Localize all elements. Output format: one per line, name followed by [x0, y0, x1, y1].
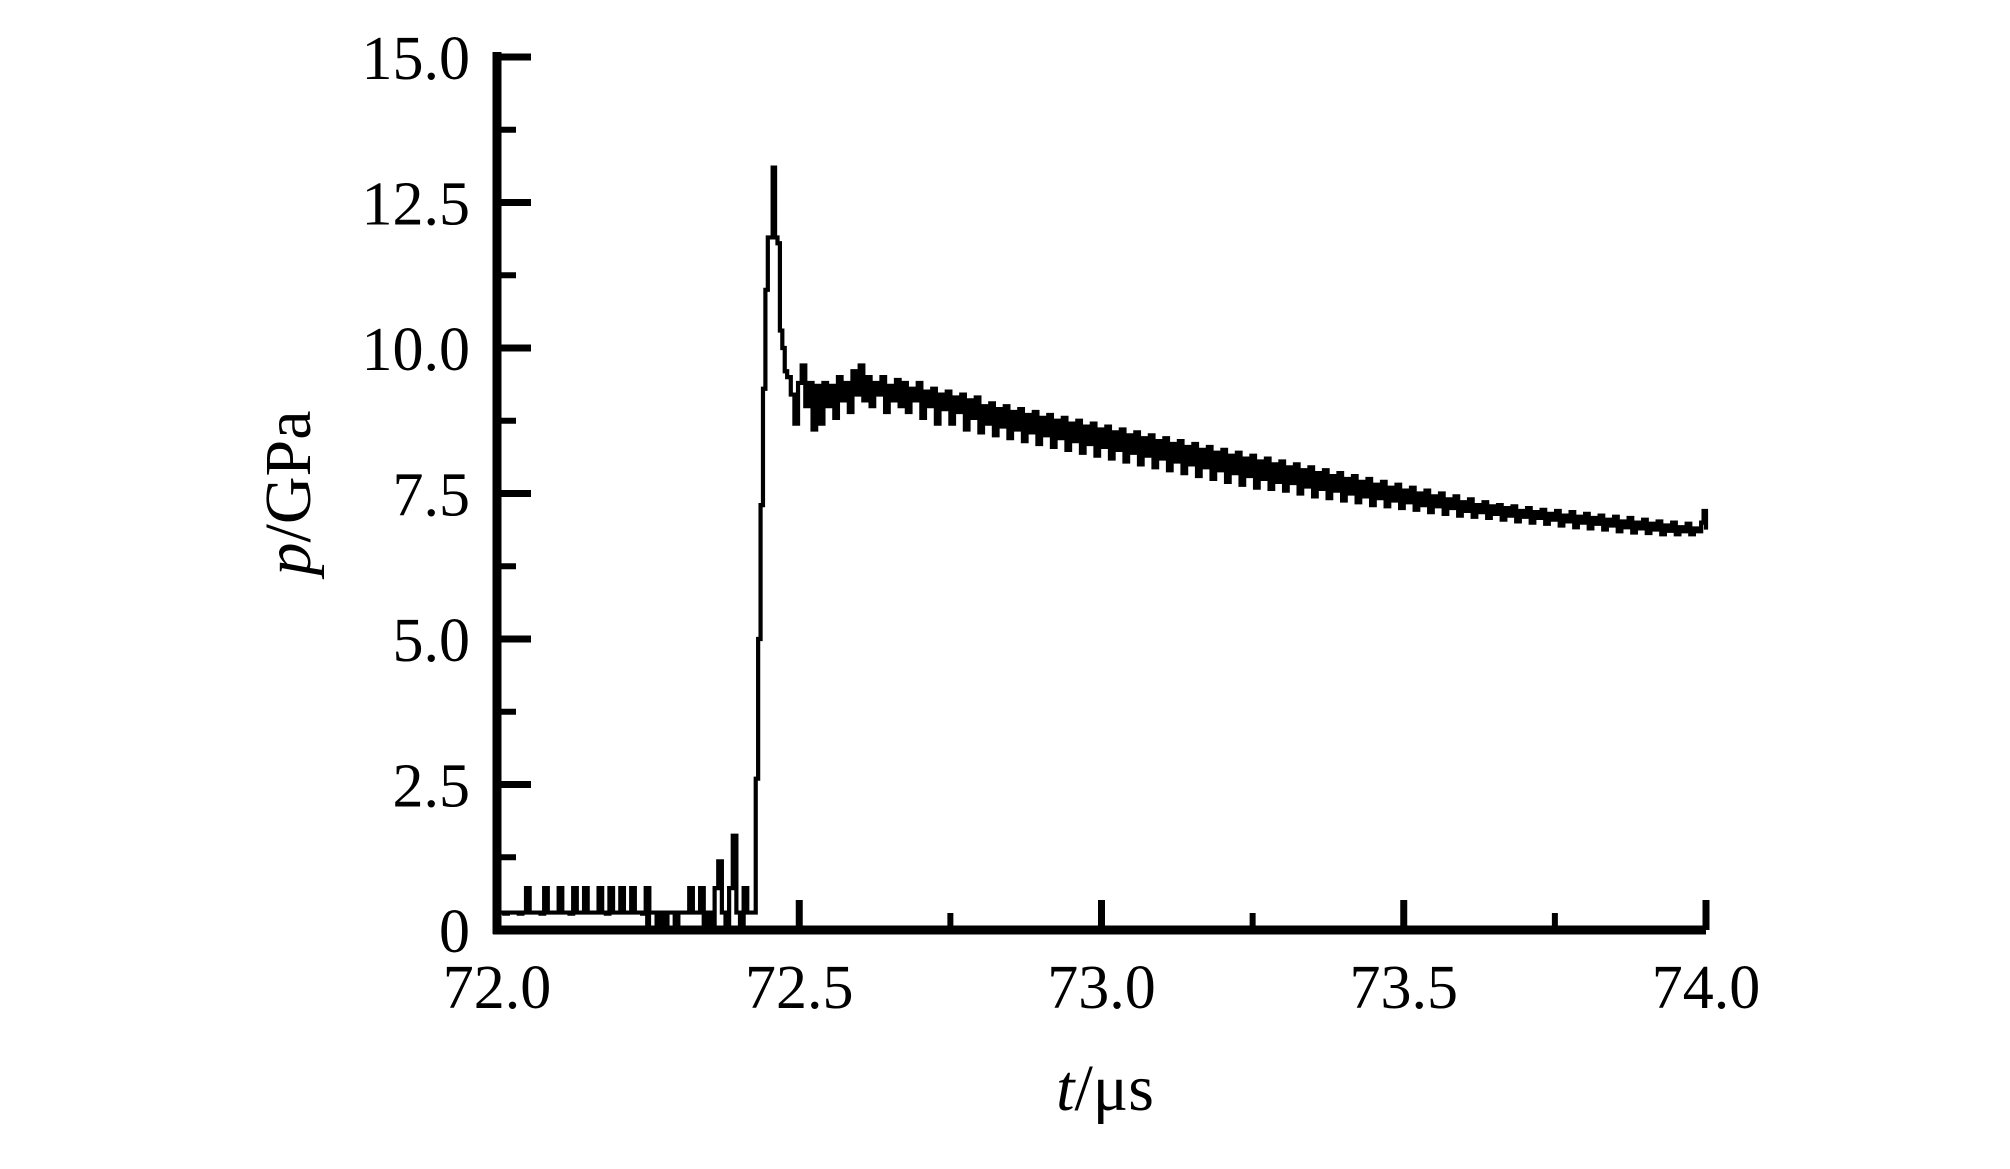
x-axis-title-units: /μs	[1074, 1052, 1153, 1125]
y-axis-title-variable: p	[252, 543, 325, 580]
svg-text:p/GPa: p/GPa	[252, 411, 325, 580]
x-tick-label-73.0: 73.0	[1047, 954, 1156, 1022]
y-axis-minor-ticks	[497, 126, 516, 861]
y-axis-tick-labels: 0 2.5 5.0 7.5 10.0 12.5 15.0	[362, 25, 471, 966]
x-tick-label-74.0: 74.0	[1652, 954, 1761, 1022]
x-axis-minor-ticks	[645, 913, 1558, 930]
x-axis-major-ticks	[493, 900, 1710, 930]
x-tick-label-72.0: 72.0	[443, 954, 552, 1022]
x-axis-title-variable: t	[1056, 1052, 1076, 1125]
y-tick-label-2.5: 2.5	[393, 753, 471, 821]
y-tick-label-0: 0	[439, 898, 470, 966]
x-tick-label-72.5: 72.5	[745, 954, 854, 1022]
svg-text:t/μs: t/μs	[1056, 1052, 1154, 1125]
y-tick-label-5.0: 5.0	[393, 607, 471, 675]
y-tick-label-10.0: 10.0	[362, 316, 471, 384]
y-axis-title: p/GPa	[252, 411, 325, 580]
x-axis-title: t/μs	[1056, 1052, 1154, 1125]
y-tick-label-15.0: 15.0	[362, 25, 471, 93]
y-axis-title-units: /GPa	[252, 411, 325, 543]
y-tick-label-7.5: 7.5	[393, 462, 471, 530]
pressure-trace	[497, 165, 1709, 927]
x-axis-tick-labels: 72.0 72.5 73.0 73.5 74.0	[443, 954, 1761, 1022]
y-axis-major-ticks	[497, 53, 531, 934]
y-tick-label-12.5: 12.5	[362, 171, 471, 239]
x-tick-label-73.5: 73.5	[1350, 954, 1459, 1022]
